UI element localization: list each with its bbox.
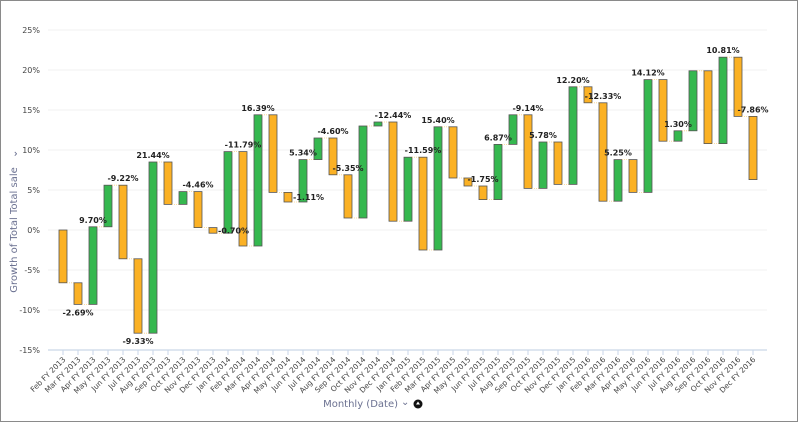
y-tick-label: -15% xyxy=(19,346,40,355)
bar-decrease[interactable] xyxy=(553,141,563,185)
data-label: 6.87% xyxy=(484,133,512,142)
chevron-down-icon[interactable]: ⌄ xyxy=(9,150,20,158)
bar-decrease[interactable] xyxy=(343,174,353,219)
data-label: -0.70% xyxy=(218,226,249,235)
bar-increase[interactable] xyxy=(88,226,98,305)
bar-increase[interactable] xyxy=(538,141,548,189)
bar-decrease[interactable] xyxy=(598,102,608,202)
bar-increase[interactable] xyxy=(223,151,233,234)
data-label: -1.75% xyxy=(467,175,498,184)
x-axis-title-text[interactable]: Monthly (Date) xyxy=(323,399,398,410)
y-tick-label: 0% xyxy=(27,226,40,235)
bar-decrease[interactable] xyxy=(238,151,248,247)
y-tick-label: 5% xyxy=(27,186,40,195)
bar-increase[interactable] xyxy=(433,126,443,251)
y-tick-label: -10% xyxy=(19,306,40,315)
bar-increase[interactable] xyxy=(568,86,578,185)
data-label: 1.30% xyxy=(664,120,692,129)
bar-decrease[interactable] xyxy=(73,282,83,305)
bar-decrease[interactable] xyxy=(388,121,398,222)
bar-increase[interactable] xyxy=(508,114,518,145)
y-tick-label: 10% xyxy=(22,146,40,155)
data-label: 21.44% xyxy=(136,151,169,160)
y-tick-label: -5% xyxy=(24,266,40,275)
data-label: -1.11% xyxy=(293,193,324,202)
data-label: 15.40% xyxy=(421,116,454,125)
bar-decrease[interactable] xyxy=(208,227,218,234)
bar-decrease[interactable] xyxy=(463,177,473,187)
data-label: 5.78% xyxy=(529,131,557,140)
data-label: 10.81% xyxy=(706,46,739,55)
bar-decrease[interactable] xyxy=(283,191,293,203)
bar-decrease[interactable] xyxy=(328,137,338,176)
bar-decrease[interactable] xyxy=(118,184,128,260)
data-label: -9.33% xyxy=(122,337,153,346)
bar-increase[interactable] xyxy=(103,184,113,228)
data-label: -7.86% xyxy=(737,105,768,114)
data-label: 12.20% xyxy=(556,76,589,85)
sort-arrow-glyph xyxy=(416,401,420,405)
bar-decrease[interactable] xyxy=(733,56,743,117)
bar-increase[interactable] xyxy=(313,137,323,161)
data-label: 16.39% xyxy=(241,104,274,113)
bar-decrease[interactable] xyxy=(418,156,428,251)
bar-decrease[interactable] xyxy=(583,86,593,104)
bar-increase[interactable] xyxy=(643,79,653,193)
bar-increase[interactable] xyxy=(148,161,158,334)
data-label: -2.69% xyxy=(62,308,93,317)
bar-increase[interactable] xyxy=(718,56,728,145)
y-axis-title-text[interactable]: Growth of Total Total sale xyxy=(9,167,20,293)
data-label: -12.33% xyxy=(585,92,622,101)
data-label: -9.14% xyxy=(512,104,543,113)
bar-decrease[interactable] xyxy=(478,185,488,201)
bar-increase[interactable] xyxy=(493,143,503,200)
bar-decrease[interactable] xyxy=(163,161,173,205)
data-label: 9.70% xyxy=(79,216,107,225)
bar-decrease[interactable] xyxy=(658,79,668,142)
chevron-down-icon[interactable]: ⌄ xyxy=(401,397,409,408)
bar-decrease[interactable] xyxy=(703,70,713,145)
bar-decrease[interactable] xyxy=(448,126,458,179)
data-label: 14.12% xyxy=(631,69,664,78)
bar-increase[interactable] xyxy=(298,159,308,203)
bar-increase[interactable] xyxy=(613,159,623,202)
y-tick-label: 15% xyxy=(22,106,40,115)
bar-decrease[interactable] xyxy=(523,114,533,189)
y-tick-label: 20% xyxy=(22,66,40,75)
bar-decrease[interactable] xyxy=(268,114,278,193)
data-label: 5.34% xyxy=(289,149,317,158)
bar-decrease[interactable] xyxy=(133,258,143,334)
x-axis-title[interactable]: Monthly (Date) ⌄ xyxy=(323,397,423,410)
bar-increase[interactable] xyxy=(178,191,188,205)
bar-increase[interactable] xyxy=(673,130,683,142)
bar-increase[interactable] xyxy=(688,70,698,132)
data-label: -4.46% xyxy=(182,181,213,190)
y-axis-title[interactable]: Growth of Total Total sale ⌄ xyxy=(9,150,20,293)
y-tick-label: 25% xyxy=(22,26,40,35)
data-label: -4.60% xyxy=(317,127,348,136)
data-label: -9.22% xyxy=(107,174,138,183)
data-label: -11.79% xyxy=(225,141,262,150)
bar-decrease[interactable] xyxy=(58,229,68,284)
bar-increase[interactable] xyxy=(253,114,263,247)
data-label: -12.44% xyxy=(375,111,412,120)
data-label: -5.35% xyxy=(332,164,363,173)
bar-increase[interactable] xyxy=(373,121,383,127)
data-label: -11.59% xyxy=(405,146,442,155)
bar-decrease[interactable] xyxy=(748,116,758,181)
bar-increase[interactable] xyxy=(358,125,368,219)
bar-decrease[interactable] xyxy=(628,159,638,193)
data-label: 5.25% xyxy=(604,149,632,158)
bar-decrease[interactable] xyxy=(193,191,203,229)
bar-increase[interactable] xyxy=(403,156,413,222)
